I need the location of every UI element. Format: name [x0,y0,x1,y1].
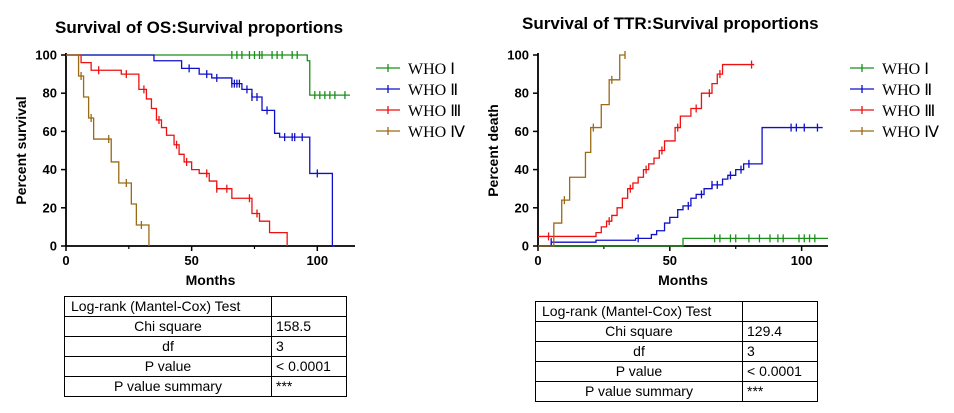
series-line-3 [538,63,755,238]
table-row: Chi square 129.4 [535,321,818,342]
y-tick-label: 60 [43,124,57,139]
y-tick-label: 40 [515,162,529,177]
x-tick-label: 50 [663,253,677,268]
table-cell: 129.4 [742,321,818,342]
table-cell: P value summary [535,381,743,402]
series-line-3 [66,54,288,246]
table-cell [742,301,818,322]
series-line-1 [538,237,828,247]
table-cell: Chi square [64,316,272,337]
y-tick-label: 60 [515,124,529,139]
table-cell: 3 [742,341,818,362]
y-tick-label: 80 [515,86,529,101]
legend-label: WHO Ⅰ [882,61,929,78]
table-cell: Log-rank (Mantel-Cox) Test [64,296,272,317]
x-axis-label: Months [186,272,236,288]
chart-panel-1: Survival of OS:Survival proportions 0 20 40… [13,18,465,288]
series-line-4 [66,54,150,246]
table-cell: *** [742,381,818,402]
table-cell: *** [271,376,347,397]
legend-label: WHO Ⅰ [408,61,455,78]
table-cell: Log-rank (Mantel-Cox) Test [535,301,743,322]
table-row: Chi square 158.5 [64,316,347,337]
legend-label: WHO Ⅱ [408,82,458,99]
x-tick-label: 0 [62,253,69,268]
table-cell: 158.5 [271,316,347,337]
chart-title: Survival of OS:Survival proportions [55,18,343,37]
y-axis-label: Percent death [485,104,501,197]
table-cell: P value [64,356,272,377]
table-cell: P value [535,361,743,382]
y-axis-label: Percent survival [13,96,29,204]
table-cell: Chi square [535,321,743,342]
legend-label: WHO Ⅲ [408,103,461,120]
x-tick-label: 100 [791,253,813,268]
x-tick-label: 0 [534,253,541,268]
table-cell: df [64,336,272,357]
table-cell: 3 [271,336,347,357]
y-tick-label: 0 [50,239,57,254]
y-tick-label: 0 [522,239,529,254]
table-row: df 3 [64,336,347,357]
table-row: Log-rank (Mantel-Cox) Test [64,296,347,317]
table-row: Log-rank (Mantel-Cox) Test [535,301,818,322]
chart-title: Survival of TTR:Survival proportions [522,14,819,33]
y-tick-label: 20 [515,200,529,215]
x-axis-label: Months [658,272,708,288]
x-tick-label: 100 [306,253,328,268]
table-cell: < 0.0001 [271,356,347,377]
y-tick-label: 80 [43,86,57,101]
legend-label: WHO Ⅳ [882,124,939,141]
table-row: P value < 0.0001 [64,356,347,377]
table-row: P value summary *** [64,376,347,397]
logrank-table-ttr: Log-rank (Mantel-Cox) Test Chi square 129… [535,301,818,402]
y-tick-label: 100 [507,48,529,63]
x-tick-label: 50 [184,253,198,268]
legend-label: WHO Ⅱ [882,82,932,99]
logrank-table-os: Log-rank (Mantel-Cox) Test Chi square 158… [64,296,347,397]
table-cell: < 0.0001 [742,361,818,382]
table-cell: df [535,341,743,362]
y-tick-label: 40 [43,162,57,177]
legend-label: WHO Ⅳ [408,124,465,141]
series-line-4 [538,54,625,247]
table-cell [271,296,347,317]
y-tick-label: 100 [35,48,57,63]
table-row: P value summary *** [535,381,818,402]
chart-panel-2: Survival of TTR:Survival proportions 0 20 4… [485,14,939,288]
table-row: df 3 [535,341,818,362]
y-tick-label: 20 [43,200,57,215]
legend-label: WHO Ⅲ [882,103,935,120]
series-line-1 [66,54,350,96]
series-line-2 [66,54,335,247]
table-row: P value < 0.0001 [535,361,818,382]
table-cell: P value summary [64,376,272,397]
series-line-2 [538,126,823,247]
